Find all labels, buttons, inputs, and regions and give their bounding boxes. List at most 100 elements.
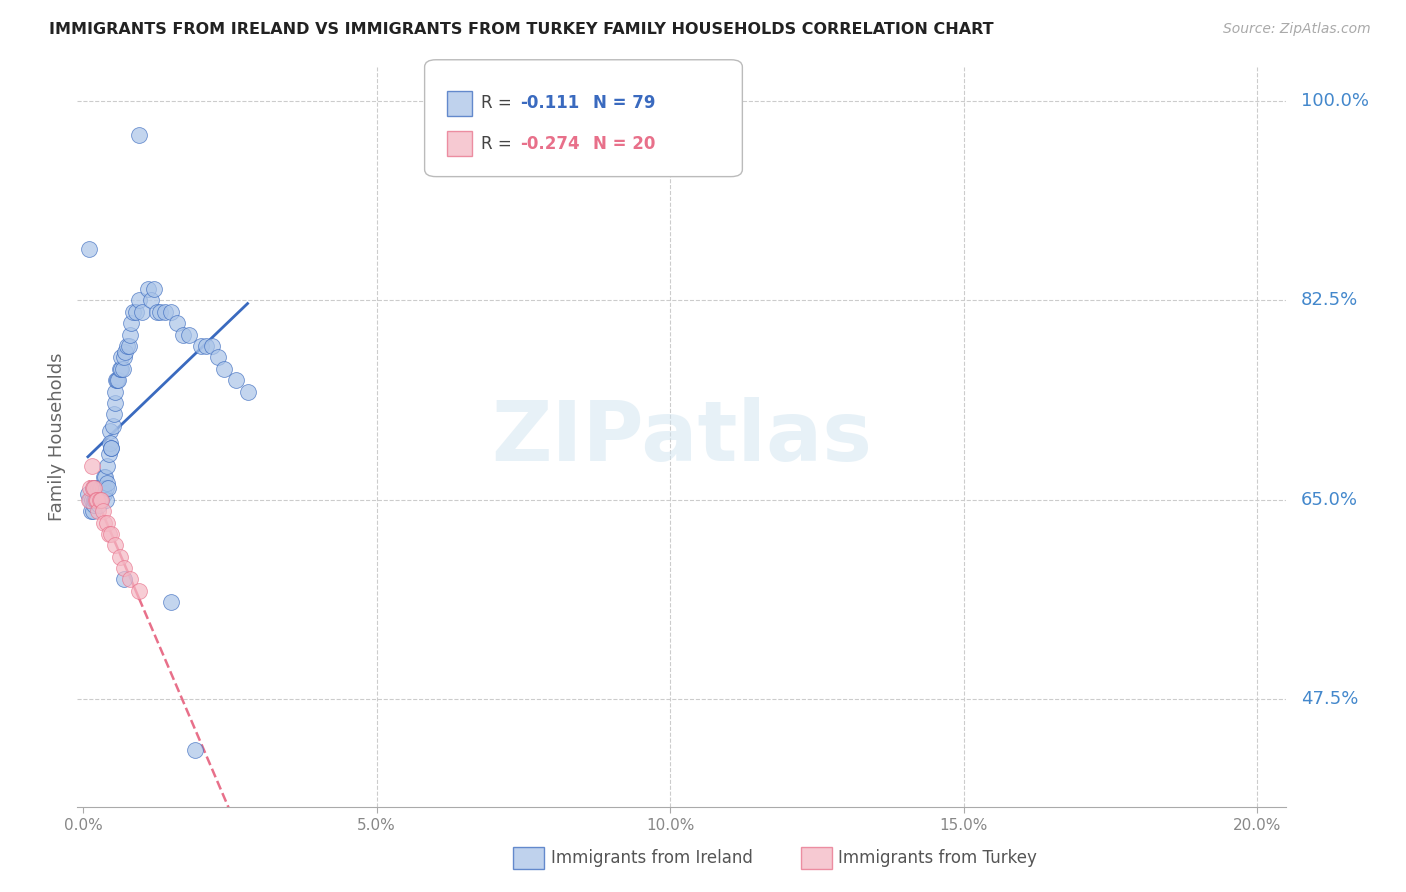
Point [108, 549, 131, 564]
Point [86, 492, 108, 507]
Point [87, 504, 110, 518]
Point [101, 418, 124, 433]
Point [97, 481, 120, 495]
Text: 47.5%: 47.5% [1301, 690, 1358, 708]
Point [86, 492, 108, 507]
Point [89, 492, 111, 507]
Point [91, 481, 114, 495]
Point [98, 527, 121, 541]
Point [82, 481, 104, 495]
Point [87, 481, 110, 495]
Point [120, 327, 142, 342]
Point [128, 583, 150, 598]
Point [80, 504, 103, 518]
Point [122, 305, 145, 319]
Text: Source: ZipAtlas.com: Source: ZipAtlas.com [1223, 22, 1371, 37]
Point [207, 351, 229, 365]
Point [77, 487, 100, 501]
Point [128, 293, 150, 308]
Point [83, 499, 105, 513]
Point [93, 516, 115, 530]
Point [86, 487, 108, 501]
Point [98, 447, 121, 461]
Point [131, 305, 153, 319]
Text: IMMIGRANTS FROM IRELAND VS IMMIGRANTS FROM TURKEY FAMILY HOUSEHOLDS CORRELATION : IMMIGRANTS FROM IRELAND VS IMMIGRANTS FR… [49, 22, 994, 37]
Point [87, 499, 110, 513]
Point [84, 492, 107, 507]
Point [80, 492, 103, 507]
Point [142, 282, 165, 296]
Point [107, 373, 129, 387]
Point [225, 373, 247, 387]
Point [98, 435, 121, 450]
Text: R =: R = [481, 135, 512, 153]
Point [77, 492, 100, 507]
Point [80, 458, 103, 473]
Point [115, 339, 138, 353]
Point [105, 373, 128, 387]
Point [94, 492, 117, 507]
Text: -0.111: -0.111 [520, 95, 579, 112]
Text: Immigrants from Turkey: Immigrants from Turkey [838, 849, 1036, 867]
Text: 65.0%: 65.0% [1301, 491, 1358, 508]
Text: Immigrants from Ireland: Immigrants from Ireland [551, 849, 754, 867]
Point [87, 487, 110, 501]
Point [120, 316, 142, 330]
Point [91, 483, 114, 498]
Text: 100.0%: 100.0% [1301, 92, 1369, 110]
Point [201, 339, 224, 353]
Point [103, 407, 125, 421]
Point [104, 384, 127, 399]
Point [160, 305, 183, 319]
Point [148, 305, 170, 319]
Point [89, 481, 111, 495]
Point [183, 743, 205, 757]
Point [82, 481, 104, 495]
Point [125, 305, 148, 319]
Point [112, 573, 135, 587]
Point [114, 344, 136, 359]
Text: ZIPatlas: ZIPatlas [492, 397, 872, 477]
Point [84, 483, 107, 498]
Point [120, 573, 142, 587]
Point [96, 458, 118, 473]
Point [84, 492, 107, 507]
Point [110, 361, 132, 376]
Point [89, 487, 111, 501]
Point [79, 492, 101, 507]
Point [100, 442, 122, 456]
Point [93, 487, 115, 501]
Point [96, 516, 118, 530]
Text: N = 20: N = 20 [593, 135, 655, 153]
Point [93, 470, 115, 484]
Point [111, 361, 134, 376]
Point [90, 481, 112, 495]
Point [195, 339, 218, 353]
Text: R =: R = [481, 95, 512, 112]
Point [90, 492, 112, 507]
Point [236, 384, 259, 399]
Point [136, 282, 159, 296]
Point [98, 425, 121, 439]
Point [79, 481, 101, 495]
Point [100, 527, 122, 541]
Point [190, 339, 212, 353]
Point [177, 327, 200, 342]
Point [139, 293, 162, 308]
Text: N = 79: N = 79 [593, 95, 655, 112]
Point [166, 316, 188, 330]
Point [105, 373, 128, 387]
Point [112, 561, 135, 575]
Point [90, 492, 112, 507]
Point [212, 361, 235, 376]
Point [112, 351, 135, 365]
Point [108, 361, 131, 376]
Point [94, 470, 117, 484]
Point [94, 481, 117, 495]
Point [145, 305, 167, 319]
Point [118, 339, 141, 353]
Point [104, 538, 127, 552]
Point [128, 128, 150, 143]
Point [172, 327, 194, 342]
Point [91, 487, 114, 501]
